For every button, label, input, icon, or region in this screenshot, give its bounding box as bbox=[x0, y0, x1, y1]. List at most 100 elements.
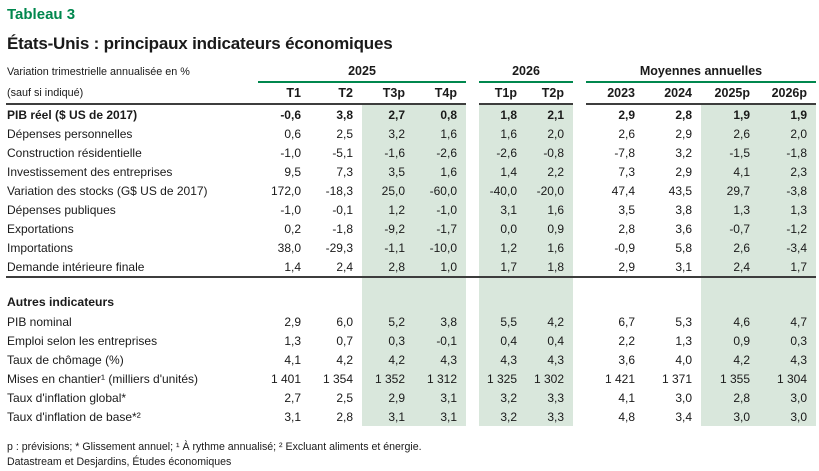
value-cell: 3,1 bbox=[414, 388, 466, 407]
column-spacer bbox=[466, 219, 479, 238]
value-cell: 0,8 bbox=[414, 104, 466, 124]
column-spacer bbox=[573, 331, 586, 350]
column-group-header: Moyennes annuelles bbox=[586, 61, 817, 83]
value-cell: 2,9 bbox=[362, 388, 414, 407]
column-spacer bbox=[466, 104, 479, 124]
value-cell: 4,3 bbox=[414, 350, 466, 369]
value-cell: 1,0 bbox=[414, 257, 466, 278]
value-cell: 3,0 bbox=[675, 390, 692, 405]
value-cell: 2,3 bbox=[759, 162, 817, 181]
page-title: États-Unis : principaux indicateurs écon… bbox=[7, 34, 393, 53]
value-cell: 4,2 bbox=[526, 312, 573, 331]
section-empty-cell bbox=[586, 277, 644, 312]
value-cell: 4,8 bbox=[618, 409, 635, 424]
value-cell: -7,8 bbox=[614, 145, 635, 160]
value-cell: 1,6 bbox=[526, 200, 573, 219]
value-cell: -1,0 bbox=[414, 200, 466, 219]
value-cell: -40,0 bbox=[479, 181, 526, 200]
column-spacer bbox=[573, 312, 586, 331]
value-cell: 3,8 bbox=[675, 202, 692, 217]
section-empty-cell bbox=[362, 277, 414, 312]
value-cell: 5,3 bbox=[675, 314, 692, 329]
value-cell: 3,1 bbox=[362, 407, 414, 426]
table-row: Taux d'inflation de base*² 3,1 2,8 3,1 3,1 3,… bbox=[6, 407, 817, 426]
column-spacer bbox=[466, 82, 479, 104]
row-label: Dépenses personnelles bbox=[7, 126, 133, 141]
value-cell: -18,3 bbox=[325, 183, 353, 198]
column-group-header: 2025 bbox=[258, 61, 466, 83]
column-spacer bbox=[573, 104, 586, 124]
table-row: Dépenses publiques -1,0 -0,1 1,2 -1,0 3,1 1,6 3… bbox=[6, 200, 817, 219]
row-label: Taux d'inflation global* bbox=[7, 390, 127, 405]
value-cell: 3,6 bbox=[618, 352, 635, 367]
section-empty-cell bbox=[644, 277, 701, 312]
row-label: Emploi selon les entreprises bbox=[7, 333, 158, 348]
value-cell: 1 352 bbox=[362, 369, 414, 388]
column-spacer bbox=[466, 257, 479, 278]
column-spacer bbox=[573, 350, 586, 369]
value-cell: 1 401 bbox=[270, 371, 301, 386]
value-cell: 9,5 bbox=[284, 164, 301, 179]
column-header: T2 bbox=[310, 82, 362, 105]
value-cell: 2,8 bbox=[618, 221, 635, 236]
value-cell: 4,2 bbox=[362, 350, 414, 369]
footnote-definitions: p : prévisions; * Glissement annuel; ¹ À… bbox=[7, 441, 422, 453]
value-cell: 6,7 bbox=[618, 314, 635, 329]
value-cell: 1,6 bbox=[414, 162, 466, 181]
table-row: Investissement des entreprises 9,5 7,3 3,5 1… bbox=[6, 162, 817, 181]
value-cell: 1,4 bbox=[258, 257, 310, 278]
column-spacer bbox=[573, 407, 586, 426]
value-cell: 3,1 bbox=[284, 409, 301, 424]
value-cell: 2,9 bbox=[675, 164, 692, 179]
value-cell: 2,2 bbox=[526, 162, 573, 181]
column-spacer bbox=[466, 61, 479, 82]
value-cell: 1,6 bbox=[414, 124, 466, 143]
value-cell: -1,0 bbox=[280, 202, 301, 217]
table-row: Construction résidentielle -1,0 -5,1 -1,6 -2… bbox=[6, 143, 817, 162]
value-cell: 2,9 bbox=[675, 126, 692, 141]
value-cell: 2,8 bbox=[675, 107, 692, 122]
section-header: Autres indicateurs bbox=[7, 295, 115, 309]
value-cell: 2,5 bbox=[336, 126, 353, 141]
value-cell: 0,9 bbox=[526, 219, 573, 238]
value-cell: 1,3 bbox=[759, 200, 817, 219]
value-cell: 1,9 bbox=[759, 104, 817, 124]
value-cell: 3,1 bbox=[479, 200, 526, 219]
value-cell: 1,3 bbox=[675, 333, 692, 348]
value-cell: 2,8 bbox=[701, 388, 759, 407]
column-header: T3p bbox=[362, 82, 414, 105]
value-cell: 1,8 bbox=[526, 257, 573, 278]
value-cell: 1,3 bbox=[701, 200, 759, 219]
value-cell: 1 371 bbox=[661, 371, 692, 386]
value-cell: 0,0 bbox=[479, 219, 526, 238]
value-cell: 5,8 bbox=[675, 240, 692, 255]
value-cell: -10,0 bbox=[414, 238, 466, 257]
value-cell: -0,8 bbox=[526, 143, 573, 162]
column-spacer bbox=[466, 200, 479, 219]
row-label: Dépenses publiques bbox=[7, 202, 116, 217]
value-cell: 2,4 bbox=[701, 257, 759, 278]
value-cell: -3,8 bbox=[759, 181, 817, 200]
row-label: Mises en chantier¹ (milliers d'unités) bbox=[7, 371, 199, 386]
footnotes: p : prévisions; * Glissement annuel; ¹ À… bbox=[7, 440, 816, 471]
value-cell: -1,5 bbox=[701, 143, 759, 162]
column-spacer bbox=[573, 61, 586, 82]
value-cell: 4,3 bbox=[479, 350, 526, 369]
value-cell: 4,1 bbox=[701, 162, 759, 181]
value-cell: 2,7 bbox=[284, 390, 301, 405]
value-cell: 2,1 bbox=[526, 104, 573, 124]
value-cell: 1,2 bbox=[479, 238, 526, 257]
value-cell: 4,3 bbox=[759, 350, 817, 369]
section-empty-cell bbox=[526, 277, 573, 312]
value-cell: 1,9 bbox=[701, 104, 759, 124]
value-cell: 2,6 bbox=[618, 126, 635, 141]
value-cell: 2,9 bbox=[586, 257, 644, 278]
table-row: Taux de chômage (%) 4,1 4,2 4,2 4,3 4,3 4,3 3,6… bbox=[6, 350, 817, 369]
value-cell: -1,8 bbox=[332, 221, 353, 236]
row-label: Demande intérieure finale bbox=[6, 257, 258, 278]
column-spacer bbox=[573, 277, 586, 312]
value-cell: -0,1 bbox=[414, 331, 466, 350]
value-cell: 2,6 bbox=[701, 124, 759, 143]
value-cell: 3,6 bbox=[675, 221, 692, 236]
